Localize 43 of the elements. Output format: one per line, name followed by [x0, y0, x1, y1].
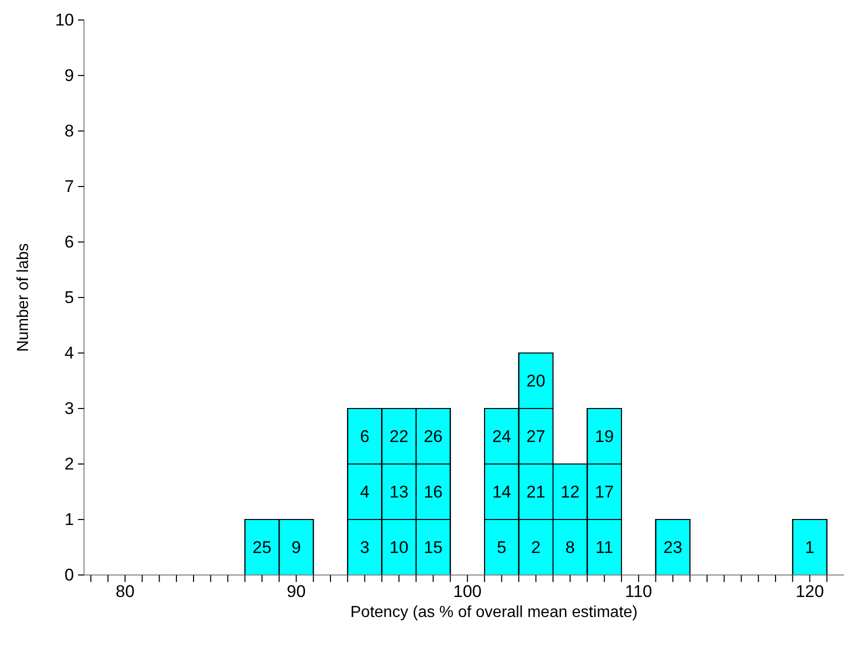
annotation: 9	[292, 538, 301, 557]
y-tick-label: 2	[64, 454, 74, 474]
annotation: 1	[805, 538, 814, 557]
y-tick-label: 3	[64, 399, 74, 418]
y-tick-label: 4	[64, 344, 74, 362]
annotation: 27	[526, 426, 546, 446]
y-tick-label: 5	[64, 288, 74, 307]
y-tick-label: 0	[64, 566, 74, 584]
y-tick-label: 7	[64, 177, 74, 196]
annotation: 2	[531, 538, 541, 557]
annotation: 14	[492, 482, 512, 502]
annotation: 16	[424, 482, 443, 502]
x-tick-label: 100	[453, 582, 482, 601]
annotation: 15	[424, 538, 443, 557]
y-tick-label: 9	[64, 66, 74, 85]
annotation: 20	[526, 371, 546, 390]
annotation: 22	[389, 426, 408, 446]
annotation: 10	[389, 538, 408, 557]
x-tick-label: 120	[796, 582, 824, 601]
annotation: 3	[360, 538, 370, 557]
x-axis-title: Potency (as % of overall mean estimate)	[350, 604, 638, 621]
annotation: 21	[526, 482, 546, 502]
annotation: 11	[596, 538, 614, 557]
annotation: 25	[252, 538, 272, 557]
annotation: 19	[594, 426, 614, 446]
y-tick-label: 10	[55, 10, 74, 30]
y-tick-label: 1	[64, 510, 74, 529]
x-tick-label: 80	[116, 582, 135, 601]
annotation: 8	[565, 538, 575, 557]
y-tick-label: 8	[64, 122, 74, 140]
annotation: 17	[594, 482, 614, 502]
annotation: 24	[492, 426, 512, 446]
annotation: 5	[496, 538, 506, 557]
annotation: 4	[360, 482, 370, 502]
annotation: 12	[560, 482, 580, 502]
y-tick-label: 6	[64, 232, 74, 252]
y-axis-title: Number of labs	[15, 243, 32, 352]
annotation: 23	[663, 538, 682, 557]
annotation: 6	[360, 426, 370, 446]
x-tick-label: 90	[286, 582, 306, 601]
x-tick-label: 110	[625, 582, 652, 601]
annotation: 13	[389, 482, 408, 502]
annotation: 26	[424, 426, 443, 446]
